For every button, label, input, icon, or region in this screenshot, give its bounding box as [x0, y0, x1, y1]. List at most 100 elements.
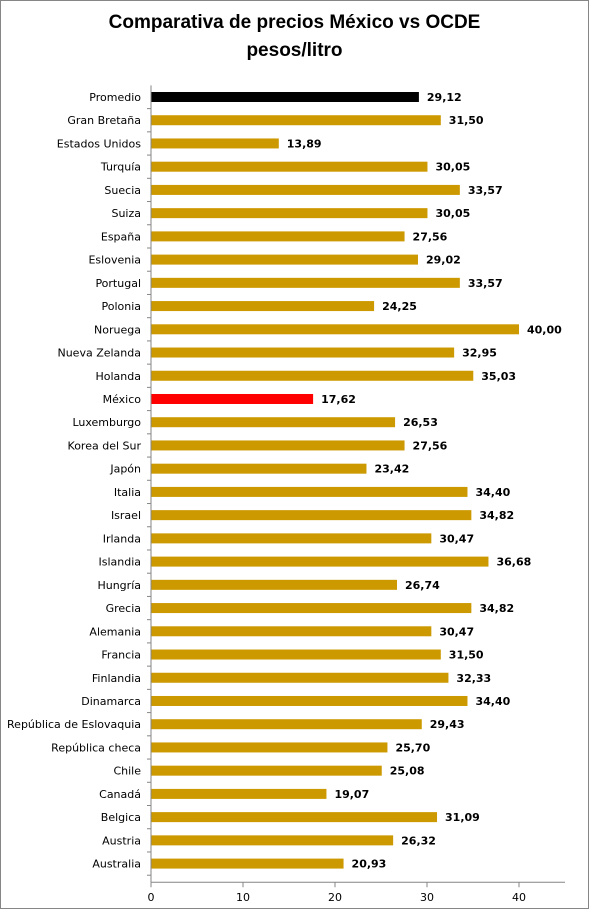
- bar: [151, 626, 432, 637]
- data-label: 34,82: [479, 509, 514, 522]
- x-tick-label: 0: [148, 891, 155, 904]
- category-label: Chile: [113, 765, 141, 778]
- bar: [151, 208, 428, 219]
- data-label: 33,57: [468, 277, 503, 290]
- bar: [151, 812, 438, 823]
- category-label: Francia: [101, 649, 141, 662]
- bar: [151, 510, 472, 521]
- data-label: 27,56: [413, 439, 448, 452]
- bar: [151, 695, 468, 706]
- category-label: Eslovenia: [88, 254, 141, 267]
- data-label: 26,53: [403, 416, 438, 429]
- data-label: 23,42: [374, 463, 409, 476]
- data-label: 24,25: [382, 300, 417, 313]
- category-label: Hungría: [97, 579, 141, 592]
- category-label: Israel: [111, 509, 141, 522]
- category-label: Austria: [102, 834, 141, 847]
- bar: [151, 393, 314, 404]
- category-label: Canadá: [99, 788, 141, 801]
- data-label: 26,74: [405, 579, 440, 592]
- bar: [151, 486, 468, 497]
- data-label: 30,05: [435, 207, 470, 220]
- category-label: Belgica: [101, 811, 141, 824]
- category-label: Irlanda: [103, 532, 141, 545]
- category-label: Grecia: [106, 602, 141, 615]
- chart-title: Comparativa de precios México vs OCDE: [108, 12, 481, 33]
- data-label: 25,08: [390, 765, 425, 778]
- data-label: 17,62: [321, 393, 356, 406]
- bar: [151, 765, 382, 776]
- category-label: Japón: [109, 463, 141, 476]
- data-label: 29,02: [426, 254, 461, 267]
- data-label: 31,50: [449, 649, 484, 662]
- category-label: Nueva Zelanda: [57, 347, 141, 360]
- bar: [151, 603, 472, 614]
- data-label: 29,12: [427, 91, 462, 104]
- bar: [151, 719, 422, 730]
- bar: [151, 301, 375, 312]
- bar: [151, 858, 344, 869]
- category-label: Korea del Sur: [68, 439, 142, 452]
- bar: [151, 463, 367, 474]
- data-label: 20,93: [352, 858, 387, 871]
- category-label: Islandia: [98, 556, 141, 569]
- bar: [151, 254, 418, 265]
- category-label: Turquía: [100, 161, 141, 174]
- data-label: 30,47: [439, 625, 474, 638]
- category-label: Italia: [114, 486, 141, 499]
- category-label: Polonia: [101, 300, 141, 313]
- category-label: España: [101, 230, 141, 243]
- data-label: 33,57: [468, 184, 503, 197]
- category-label: México: [103, 393, 142, 406]
- chart-subtitle: pesos/litro: [246, 40, 343, 61]
- bar: [151, 835, 394, 846]
- category-label: Promedio: [89, 91, 141, 104]
- data-label: 29,43: [430, 718, 465, 731]
- bar: [151, 184, 460, 195]
- category-label: Portugal: [95, 277, 141, 290]
- data-label: 32,95: [462, 347, 497, 360]
- category-label: Noruega: [94, 323, 141, 336]
- data-label: 40,00: [527, 323, 562, 336]
- x-tick-label: 30: [420, 891, 434, 904]
- data-label: 19,07: [334, 788, 369, 801]
- data-label: 31,50: [449, 114, 484, 127]
- bar: [151, 347, 455, 358]
- data-label: 25,70: [395, 741, 430, 754]
- x-tick-label: 40: [512, 891, 526, 904]
- bar: [151, 672, 449, 683]
- bar: [151, 788, 327, 799]
- bar: [151, 417, 396, 428]
- bar: [151, 138, 279, 149]
- data-label: 34,40: [475, 486, 510, 499]
- bar: [151, 579, 398, 590]
- category-label: Gran Bretaña: [67, 114, 141, 127]
- data-label: 13,89: [287, 137, 322, 150]
- x-tick-label: 10: [236, 891, 250, 904]
- category-label: Australia: [92, 858, 141, 871]
- data-label: 36,68: [496, 556, 531, 569]
- category-label: Luxemburgo: [72, 416, 141, 429]
- bar: [151, 370, 474, 381]
- data-label: 30,47: [439, 532, 474, 545]
- data-label: 27,56: [413, 230, 448, 243]
- category-label: Estados Unidos: [57, 137, 141, 150]
- data-label: 30,05: [435, 161, 470, 174]
- data-label: 32,33: [456, 672, 491, 685]
- bar: [151, 277, 460, 288]
- bar: [151, 556, 489, 567]
- category-label: Suiza: [111, 207, 141, 220]
- data-label: 26,32: [401, 834, 436, 847]
- category-label: Alemania: [89, 625, 141, 638]
- bar: [151, 440, 405, 451]
- bar: [151, 115, 441, 126]
- category-label: Finlandia: [92, 672, 141, 685]
- bar: [151, 742, 388, 753]
- bar: [151, 92, 419, 102]
- category-label: Holanda: [96, 370, 142, 383]
- bar: [151, 231, 405, 242]
- category-label: Suecia: [104, 184, 141, 197]
- bar: [151, 161, 428, 172]
- bar: [151, 533, 432, 544]
